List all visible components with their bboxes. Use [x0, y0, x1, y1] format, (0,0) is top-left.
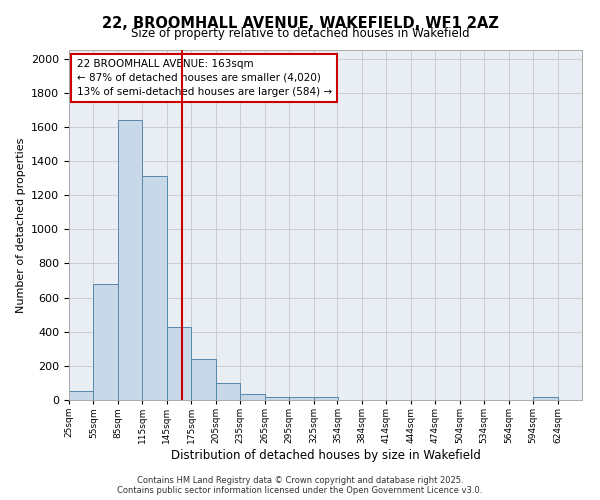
Bar [216, 383, 240, 400]
Text: Contains HM Land Registry data © Crown copyright and database right 2025.
Contai: Contains HM Land Registry data © Crown c… [118, 476, 482, 495]
Bar [94, 284, 118, 400]
Text: 22 BROOMHALL AVENUE: 163sqm
← 87% of detached houses are smaller (4,020)
13% of : 22 BROOMHALL AVENUE: 163sqm ← 87% of det… [77, 59, 332, 97]
Bar [191, 359, 216, 400]
Text: 22, BROOMHALL AVENUE, WAKEFIELD, WF1 2AZ: 22, BROOMHALL AVENUE, WAKEFIELD, WF1 2AZ [101, 16, 499, 31]
Bar [533, 396, 557, 400]
Text: Size of property relative to detached houses in Wakefield: Size of property relative to detached ho… [131, 28, 469, 40]
X-axis label: Distribution of detached houses by size in Wakefield: Distribution of detached houses by size … [170, 449, 481, 462]
Bar [69, 390, 94, 400]
Bar [118, 120, 142, 400]
Bar [289, 398, 314, 400]
Bar [167, 326, 191, 400]
Bar [265, 396, 289, 400]
Bar [240, 394, 265, 400]
Y-axis label: Number of detached properties: Number of detached properties [16, 138, 26, 312]
Bar [142, 176, 167, 400]
Bar [314, 396, 338, 400]
